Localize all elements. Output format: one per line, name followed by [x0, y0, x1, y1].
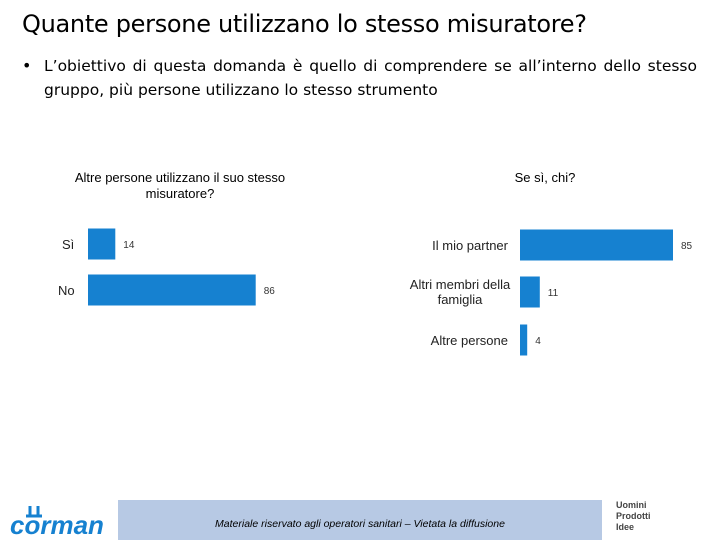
bullet-text: L’obiettivo di questa domanda è quello d…: [44, 57, 697, 99]
bullet-dot: •: [22, 56, 32, 75]
bar-right-2: [520, 324, 528, 356]
bar-left-0: [88, 228, 116, 260]
bar-charts: Sì 14 No 86 Il mio partner 85 Altri membri del…: [58, 228, 693, 356]
bar-left-1: [88, 274, 256, 306]
category-label: Il mio partner: [432, 238, 509, 253]
upi-logo-line: Prodotti: [616, 511, 651, 521]
upi-logo: Uomini Prodotti Idee: [616, 500, 716, 533]
corman-logo: corman: [10, 506, 104, 538]
value-label: 86: [264, 286, 276, 297]
category-label: Altre persone: [431, 333, 508, 348]
upi-logo-line: Uomini: [616, 500, 647, 510]
category-label: Altri membri della famiglia: [410, 277, 511, 307]
category-label: No: [58, 283, 75, 298]
bar-right-0: [520, 229, 673, 261]
category-label: Sì: [62, 237, 74, 252]
value-label: 14: [123, 240, 135, 251]
chart-left-title: Altre persone utilizzano il suo stesso m…: [74, 170, 286, 201]
upi-logo-line: Idee: [616, 522, 635, 532]
slide-title: Quante persone utilizzano lo stesso misu…: [22, 10, 587, 38]
footer-band: Materiale riservato agli operatori sanit…: [118, 500, 602, 540]
value-label: 11: [548, 288, 559, 299]
value-label: 4: [535, 336, 541, 347]
corman-logo-text: corman: [10, 510, 104, 538]
bullet-item: • L’obiettivo di questa domanda è quello…: [22, 54, 697, 102]
bar-right-1: [520, 276, 540, 308]
chart-right-title: Se sì, chi?: [514, 170, 576, 185]
footer-disclaimer: Materiale riservato agli operatori sanit…: [215, 518, 505, 530]
value-label: 85: [681, 241, 693, 252]
